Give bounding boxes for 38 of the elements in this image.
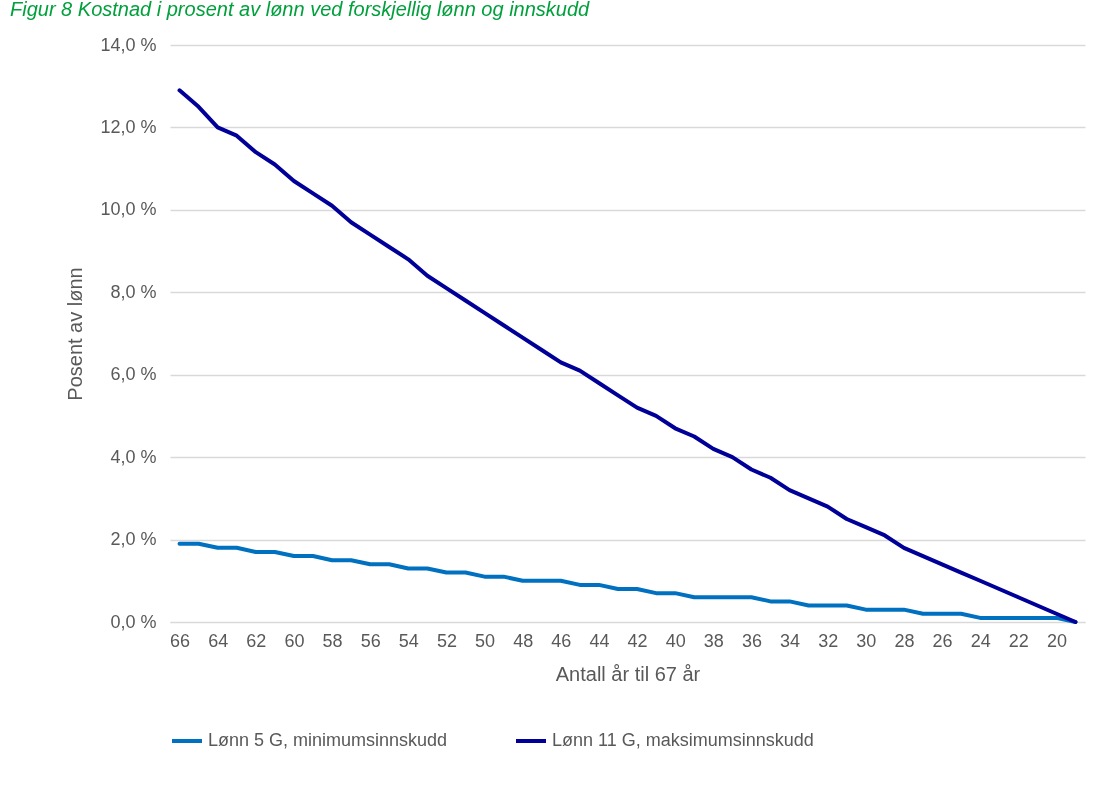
- y-tick-label: 6,0 %: [110, 364, 157, 385]
- y-tick-label: 4,0 %: [110, 446, 157, 467]
- x-tick-label: 48: [513, 630, 534, 651]
- x-tick-label: 38: [703, 630, 724, 651]
- x-tick-label: 36: [741, 630, 762, 651]
- x-tick-label: 64: [208, 630, 229, 651]
- x-tick-label: 66: [170, 630, 191, 651]
- y-tick-label: 12,0 %: [100, 116, 157, 137]
- x-axis-title: Antall år til 67 år: [555, 662, 701, 685]
- x-tick-label: 32: [818, 630, 839, 651]
- y-tick-label: 8,0 %: [110, 281, 157, 302]
- x-tick-label: 56: [360, 630, 381, 651]
- line-series: [177, 88, 1078, 624]
- x-tick-label: 44: [589, 630, 610, 651]
- x-tick-label: 26: [932, 630, 953, 651]
- x-tick-label: 28: [894, 630, 915, 651]
- y-tick-label: 2,0 %: [110, 529, 157, 550]
- x-tick-label: 46: [551, 630, 572, 651]
- x-tick-label: 58: [322, 630, 343, 651]
- x-tick-label: 34: [780, 630, 801, 651]
- x-tick-label: 42: [627, 630, 648, 651]
- x-tick-label: 30: [856, 630, 877, 651]
- y-tick-label: 10,0 %: [100, 199, 157, 220]
- x-tick-label: 60: [284, 630, 305, 651]
- legend-label: Lønn 5 G, minimumsinnskudd: [208, 730, 448, 750]
- y-tick-label: 14,0 %: [100, 34, 157, 55]
- x-tick-label: 54: [398, 630, 419, 651]
- x-tick-label: 24: [970, 630, 991, 651]
- x-tick-label: 22: [1008, 630, 1029, 651]
- x-tick-label: 62: [246, 630, 267, 651]
- x-tick-label: 52: [436, 630, 457, 651]
- y-tick-label: 0,0 %: [110, 611, 157, 632]
- chart-title: Figur 8 Kostnad i prosent av lønn ved forskjellig lønn og innskudd: [10, 0, 591, 20]
- y-axis-title: Posent av lønn: [64, 267, 87, 401]
- x-tick-label: 40: [665, 630, 686, 651]
- x-tick-label: 50: [475, 630, 496, 651]
- legend-label: Lønn 11 G, maksimumsinnskudd: [552, 730, 814, 750]
- x-tick-label: 20: [1046, 630, 1067, 651]
